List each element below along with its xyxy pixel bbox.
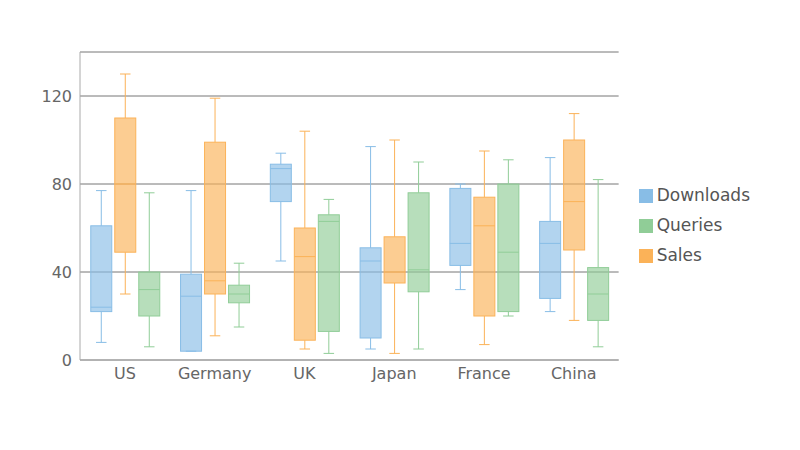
svg-text:France: France <box>457 364 510 383</box>
html-text:Downloads: Downloads <box>656 185 750 205</box>
svg-text:UK: UK <box>293 364 316 383</box>
svg-text:80: 80 <box>52 175 72 194</box>
svg-text:China: China <box>551 364 597 383</box>
html-text:Queries: Queries <box>656 215 723 235</box>
svg-text:US: US <box>114 364 136 383</box>
svg-text:120: 120 <box>41 87 72 106</box>
html-text:Sales: Sales <box>656 245 702 265</box>
svg-text:Germany: Germany <box>178 364 252 383</box>
svg-text:0: 0 <box>62 351 72 370</box>
svg-text:40: 40 <box>52 263 72 282</box>
svg-text:Japan: Japan <box>371 364 417 383</box>
